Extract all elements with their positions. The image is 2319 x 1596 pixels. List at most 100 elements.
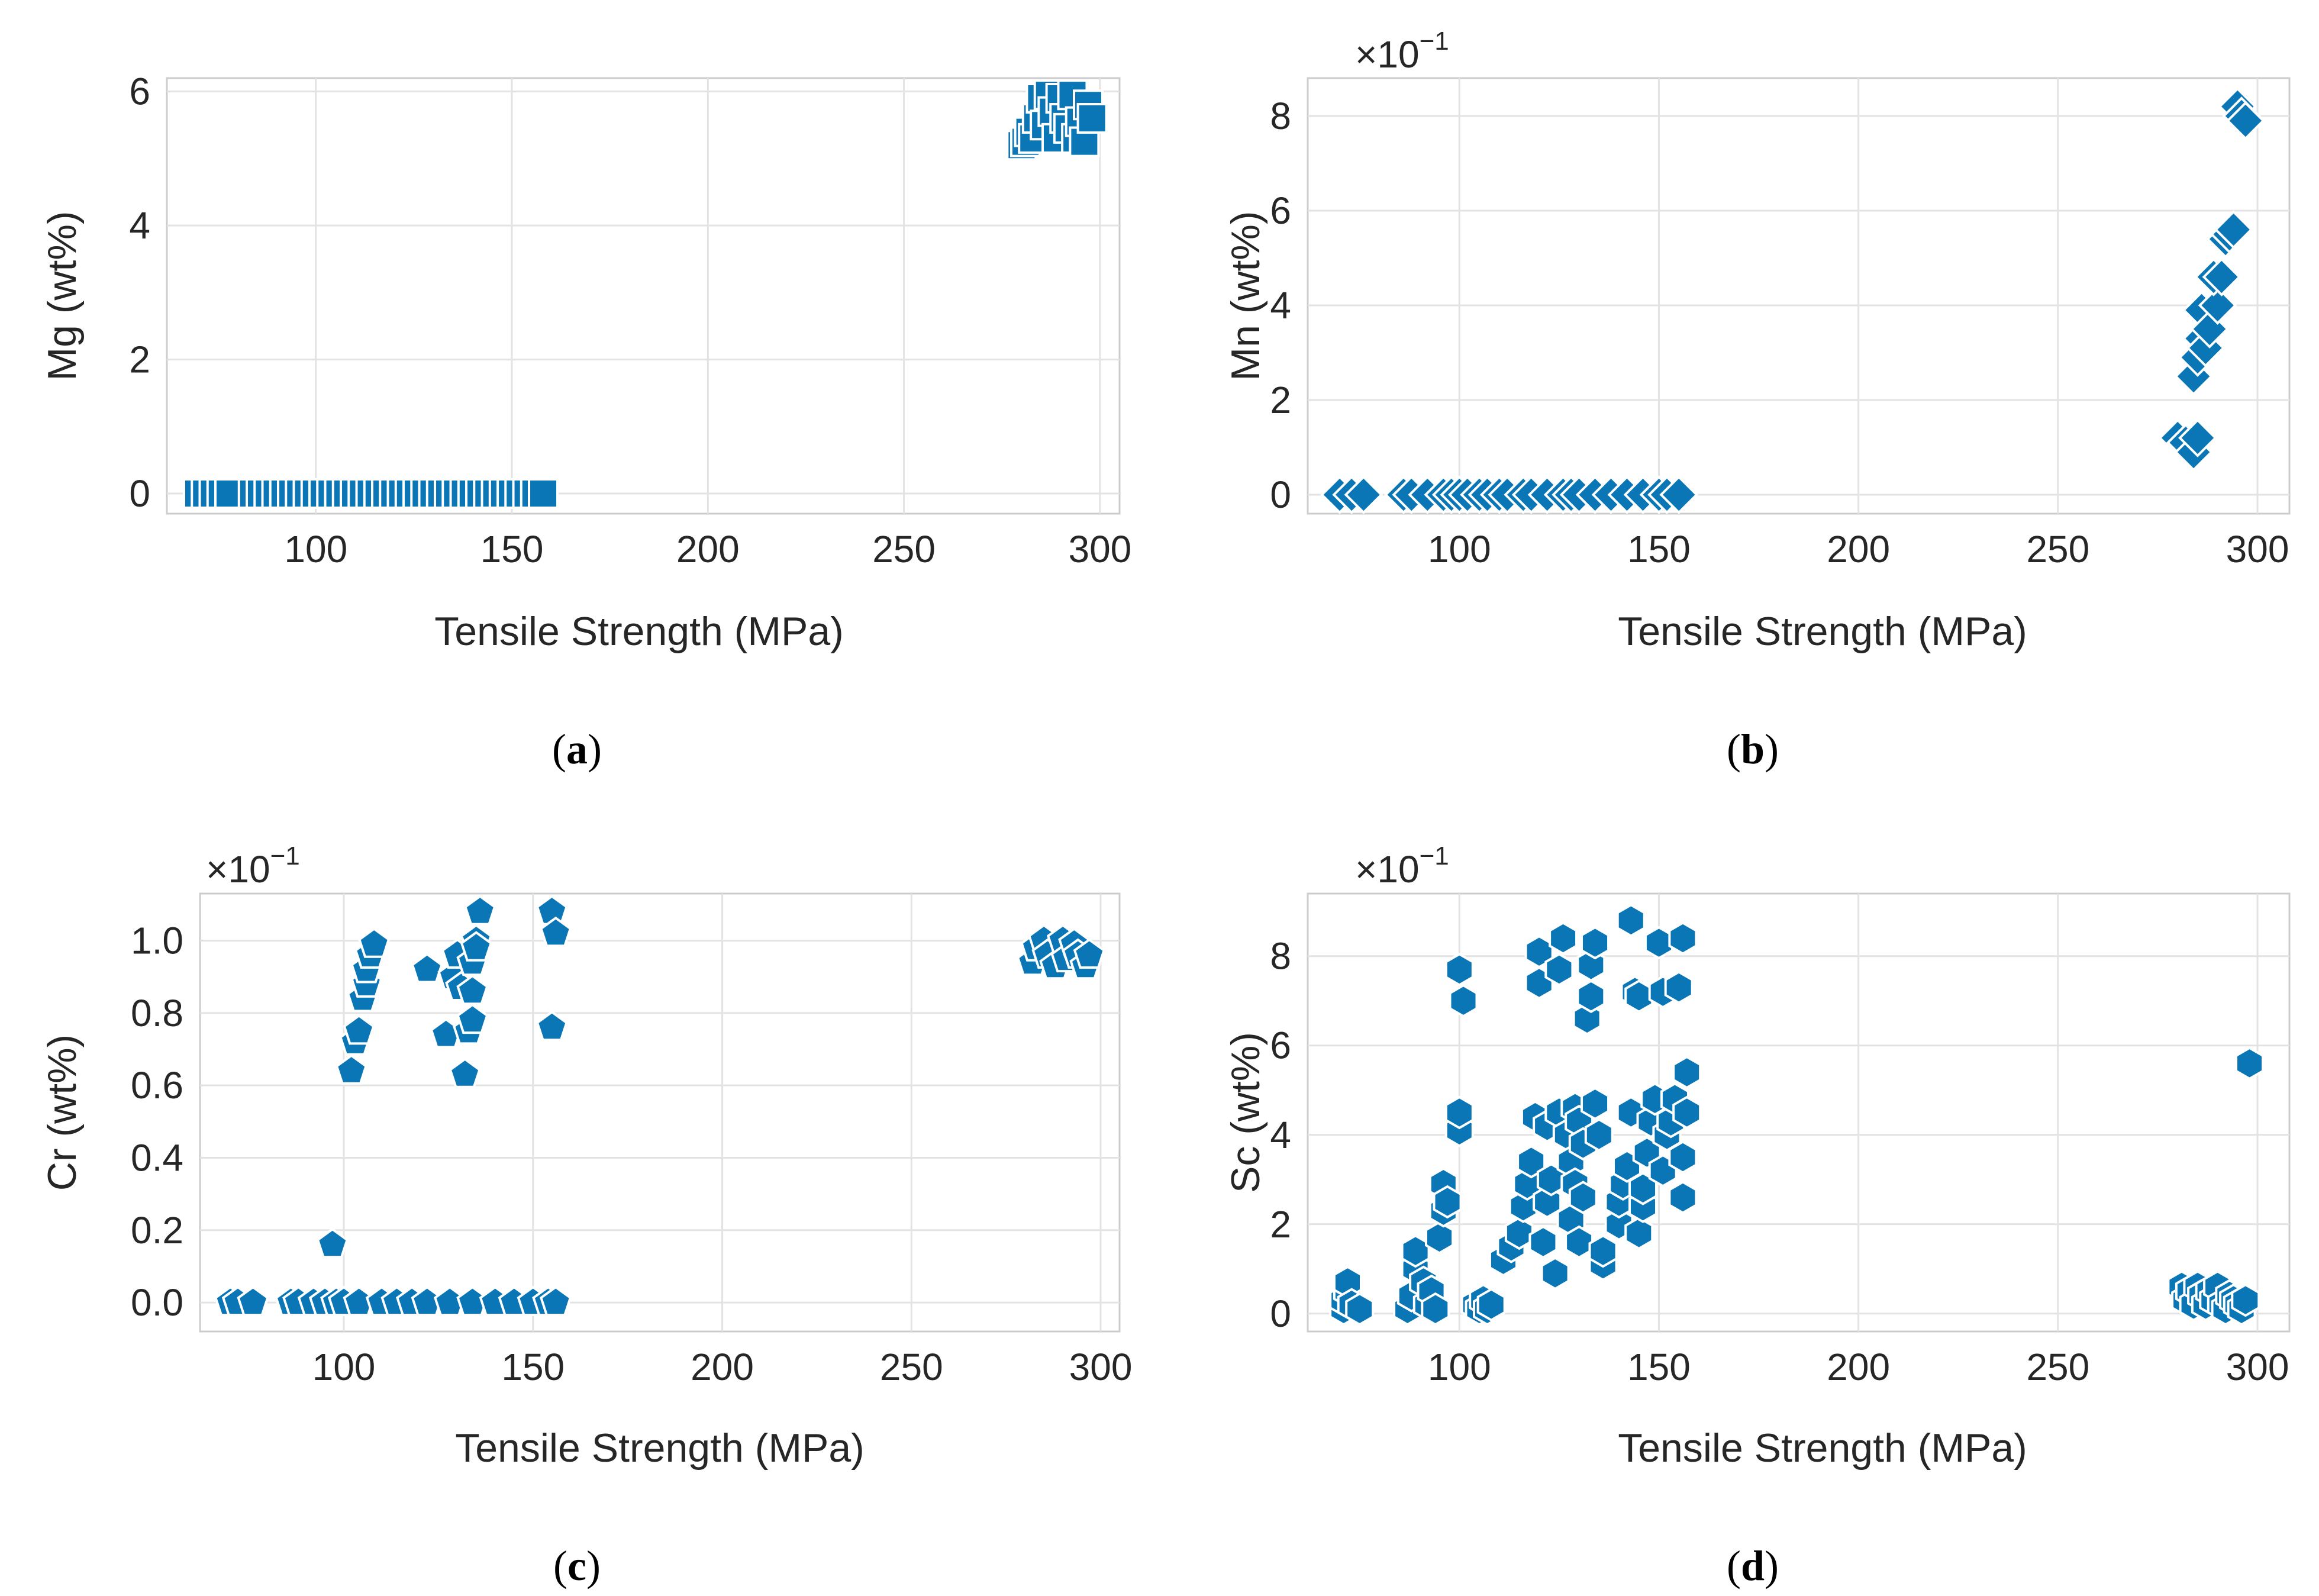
data-point [1345,1292,1375,1326]
y-tick-label: 0 [129,472,150,515]
y-tick-label: 2 [129,338,150,381]
x-tick-label: 100 [312,1346,376,1388]
y-axis-label: Mg (wt%) [40,211,85,381]
x-axis-label: Tensile Strength (MPa) [455,1426,865,1471]
data-point [1401,1234,1430,1268]
y-tick-label: 4 [1270,1114,1291,1156]
data-point [1672,1095,1702,1130]
data-point [343,1014,375,1045]
data-point [1421,1292,1450,1326]
data-point [1588,1234,1618,1268]
panel-label: (c) [553,1542,601,1589]
axis-multiplier: ×10−1 [206,841,300,891]
panel-b: 100 150 200 250 300 0 2 4 6 8 Tensile Strength (MP… [1223,27,2291,773]
data-point [1624,979,1654,1014]
panel-d: 100 150 200 250 300 0 2 4 6 8 Tensile Strength (MP… [1223,841,2291,1589]
axis-multiplier-base: ×10 [1355,33,1420,76]
data-point [2202,257,2241,296]
panel-c: 100 150 200 250 300 0.0 0.2 0.4 0.6 0.8 1.0 Tensile… [40,841,1132,1589]
x-axis-label: Tensile Strength (MPa) [434,609,844,654]
data-point [1433,1185,1462,1219]
data-point [456,974,489,1005]
data-point [2214,210,2253,249]
data-point [1517,1144,1546,1179]
data-point [1659,475,1699,514]
data-point [1549,921,1578,955]
axis-multiplier: ×10−1 [1355,27,1449,76]
y-tick-label: 8 [1270,935,1291,978]
x-axis-label: Tensile Strength (MPa) [1618,1426,2027,1471]
x-tick-label: 100 [1428,1346,1491,1388]
data-point [335,1054,367,1085]
x-tick-label: 300 [2226,1346,2289,1388]
y-tick-label: 6 [1270,189,1291,232]
x-tick-label: 200 [1827,1346,1890,1388]
data-point [536,1010,568,1042]
y-tick-label: 0.8 [131,992,183,1034]
data-point [316,1227,349,1259]
y-tick-label: 0 [1270,1292,1291,1335]
x-tick-label: 250 [872,528,936,570]
data-point [449,1057,481,1088]
data-point [358,927,391,958]
x-tick-label: 150 [501,1346,565,1388]
y-tick-label: 2 [1270,1203,1291,1246]
axis-multiplier-exponent: −1 [1420,841,1449,870]
data-point [1444,953,1474,986]
y-tick-label: 0 [1270,473,1291,516]
data-point [540,1285,572,1317]
panel-label-letter: a [566,726,588,773]
data-point [1504,1216,1534,1250]
data-point [464,895,496,926]
x-tick-label: 300 [2226,528,2289,570]
data-point [1076,102,1108,134]
data-point [1444,1095,1474,1130]
y-axis-label: Mn (wt%) [1223,211,1268,381]
panel-label: (a) [552,726,602,773]
data-point [1425,1221,1454,1255]
data-point [2178,418,2217,457]
data-point [411,952,443,984]
data-point [1644,926,1673,960]
data-point [460,931,492,962]
x-tick-label: 100 [284,528,347,570]
data-point [456,1003,489,1034]
x-tick-label: 300 [1069,1346,1133,1388]
y-tick-label: 2 [1270,379,1291,421]
x-tick-label: 100 [1428,528,1491,570]
data-point [1568,1181,1598,1214]
y-tick-label: 0.2 [131,1209,183,1252]
panel-a: 100 150 200 250 300 0 2 4 6 Tensile Strength (MPa… [40,70,1131,773]
axis-multiplier-exponent: −1 [270,841,300,870]
y-axis-label: Cr (wt%) [40,1034,85,1191]
data-point [1616,903,1646,937]
y-tick-label: 6 [129,70,150,113]
x-tick-label: 250 [880,1346,943,1388]
y-tick-label: 0.6 [131,1064,183,1107]
data-point [1476,1288,1506,1322]
y-tick-label: 0.4 [131,1136,183,1179]
x-tick-label: 150 [480,528,544,570]
data-point [2231,1283,2260,1317]
panel-label: (b) [1727,726,1779,773]
x-tick-label: 200 [691,1346,754,1388]
data-point [1540,1256,1570,1291]
data-point [1668,1140,1698,1174]
data-point [237,1285,269,1317]
x-tick-label: 300 [1068,528,1131,570]
panel-label: (d) [1727,1542,1779,1589]
y-tick-label: 8 [1270,95,1291,137]
data-point [1565,1225,1594,1259]
x-tick-label: 250 [2026,1346,2089,1388]
panel-label-letter: c [567,1542,586,1589]
x-axis-label: Tensile Strength (MPa) [1618,609,2027,654]
data-point [1672,1055,1702,1089]
y-axis-label: Sc (wt%) [1223,1032,1268,1193]
x-tick-label: 200 [1827,528,1890,570]
y-tick-label: 6 [1270,1024,1291,1067]
plot-area [1307,77,2291,515]
data-point [2198,286,2237,325]
axis-multiplier-base: ×10 [206,848,270,891]
panel-label-letter: d [1741,1542,1765,1589]
